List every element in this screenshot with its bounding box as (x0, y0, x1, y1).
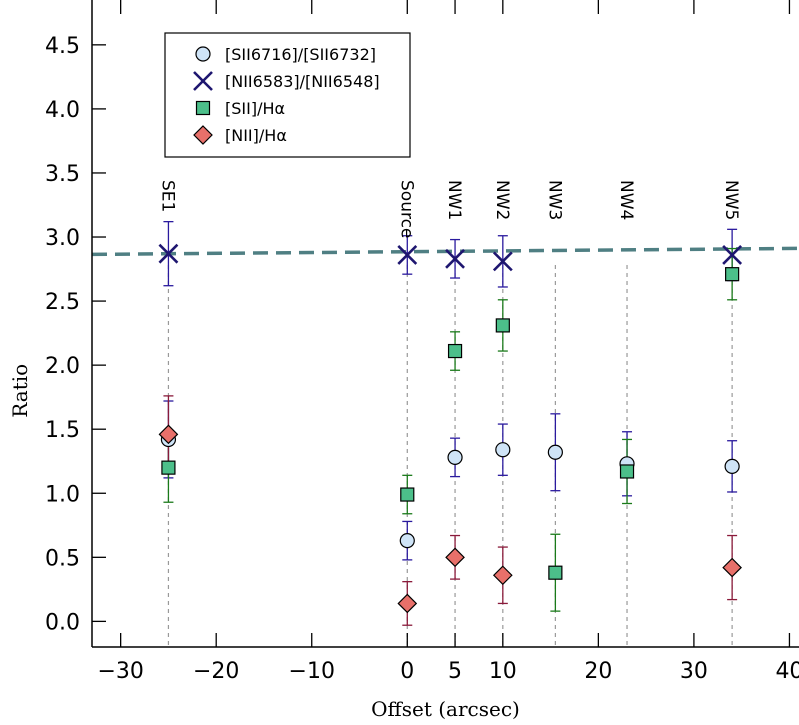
region-label: Source (396, 180, 416, 238)
square-marker (619, 464, 635, 479)
square-marker (548, 565, 563, 580)
reference-line (91, 246, 799, 257)
y-tick-label: 4.5 (45, 34, 80, 59)
x-tick-label: 10 (489, 659, 517, 684)
x-marker (445, 248, 465, 269)
axis-ticks: −30 −20 −10 0 5 10 20 30 40 0.0 0.5 1.0 1.5 2.0 2.5 3.0… (45, 0, 799, 684)
x-marker (397, 245, 418, 265)
y-tick-label: 3.5 (45, 162, 80, 187)
error-bars (163, 220, 738, 626)
diamond-marker (158, 424, 179, 445)
diamond-marker (397, 593, 418, 614)
circle-marker (399, 533, 415, 549)
x-tick-label: −10 (289, 659, 335, 684)
region-labels: SE1 Source NW1 NW2 NW3 NW4 NW5 (157, 180, 741, 238)
x-marker-stroke (722, 245, 743, 265)
circle-marker (495, 442, 511, 458)
circle-marker (547, 444, 563, 460)
data-markers (158, 243, 743, 614)
plot-frame (91, 0, 799, 648)
legend: [SII6716]/[SII6732] [NII6583]/[NII6548] [S… (164, 32, 411, 158)
x-marker (722, 245, 743, 265)
circle-marker (195, 46, 211, 62)
y-tick-label: 0.5 (45, 546, 80, 571)
square-marker (495, 318, 510, 333)
region-label: NW1 (444, 180, 464, 220)
x-marker-stroke (397, 245, 418, 265)
y-tick-label: 1.5 (45, 418, 80, 443)
y-tick-label: 0.0 (45, 610, 80, 635)
x-tick-label: −20 (193, 659, 239, 684)
x-tick-label: −30 (97, 659, 143, 684)
y-tick-label: 2.0 (45, 354, 80, 379)
diamond-marker (722, 557, 742, 578)
square-marker (400, 487, 415, 502)
legend-entry-label: [SII6716]/[SII6732] (225, 45, 376, 64)
square-marker (161, 460, 176, 475)
legend-entry-label: [NII]/Hα (225, 126, 287, 145)
x-axis-title: Offset (arcsec) (371, 697, 520, 721)
region-label: NW5 (721, 180, 741, 220)
legend-entry-label: [NII6583]/[NII6548] (225, 72, 380, 91)
x-marker-stroke (492, 251, 513, 272)
diamond-marker (492, 565, 513, 586)
diamond-marker (193, 125, 213, 145)
x-tick-label: 5 (448, 659, 462, 684)
square-marker (725, 267, 740, 282)
circle-marker (724, 458, 740, 474)
x-tick-label: 40 (775, 659, 799, 684)
region-label: NW3 (544, 180, 564, 220)
x-marker-stroke (445, 248, 465, 269)
legend-entry-label: [SII]/Hα (225, 99, 285, 118)
region-label: NW2 (492, 180, 512, 220)
x-marker (193, 71, 213, 91)
square-marker (447, 343, 463, 359)
x-tick-label: 0 (400, 659, 414, 684)
x-marker (158, 243, 179, 264)
diamond-marker (445, 547, 465, 568)
y-tick-label: 4.0 (45, 98, 80, 123)
y-tick-label: 3.0 (45, 226, 80, 251)
x-marker-stroke (193, 71, 213, 91)
y-tick-label: 2.5 (45, 290, 80, 315)
x-tick-label: 20 (584, 659, 612, 684)
region-label: SE1 (157, 180, 177, 212)
y-tick-label: 1.0 (45, 482, 80, 507)
region-label: NW4 (616, 180, 636, 220)
x-marker (492, 251, 513, 272)
x-tick-label: 30 (680, 659, 708, 684)
x-marker-stroke (158, 243, 179, 264)
y-axis-title: Ratio (8, 364, 32, 418)
square-marker (195, 100, 211, 116)
reference-line-group (91, 246, 799, 257)
circle-marker (447, 449, 463, 465)
